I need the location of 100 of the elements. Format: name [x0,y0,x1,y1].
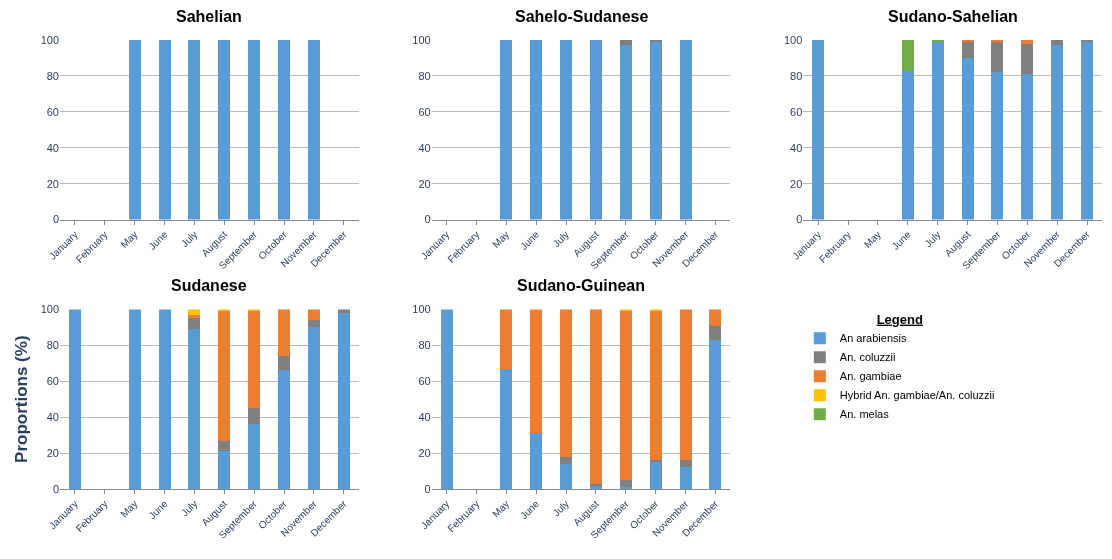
y-tick-label: 60 [418,105,431,118]
bar [709,339,722,489]
y-axis-title: Proportions (%) [12,335,32,463]
y-tick-label: 0 [52,213,59,226]
bar [188,318,201,330]
bar [128,309,141,489]
y-tick-label: 100 [412,33,431,46]
y-tick-label: 60 [418,375,431,388]
y-tick-label: 40 [46,141,59,154]
bar [1051,40,1064,46]
chart-title: Sudano-Guinean [517,277,645,294]
bar [560,456,573,464]
bar [709,325,722,340]
bar [649,460,662,463]
bar [649,311,662,461]
bar [1021,40,1034,44]
y-tick-label: 20 [46,446,59,459]
chart-title: Sudano-Sahelian [888,8,1018,25]
y-tick-label: 80 [418,69,431,82]
y-tick-label: 20 [418,446,431,459]
bar [530,309,543,434]
bar [1081,41,1094,220]
bar [589,309,602,484]
y-tick-label: 0 [424,482,431,495]
bar [307,309,320,321]
bar [278,309,290,357]
bar [68,309,81,489]
y-tick-label: 100 [40,303,59,316]
bar [307,320,320,328]
x-tick-label: June [518,497,542,522]
bar [218,311,231,441]
x-tick-label: May [490,228,512,250]
bar [560,463,573,489]
bar [679,309,692,461]
bar [931,41,944,220]
bar [901,40,914,71]
x-tick-label: July [550,228,572,250]
bar [812,40,825,220]
x-tick-label: July [922,228,943,250]
bar [307,327,320,489]
bar [218,451,231,489]
y-tick-label: 40 [790,141,803,154]
x-tick-label: July [179,228,200,250]
bar [337,312,350,489]
bar [500,309,513,369]
bar [961,41,974,58]
y-tick-label: 100 [783,33,803,46]
y-tick-label: 40 [46,411,59,424]
bar [248,408,261,425]
y-tick-label: 100 [40,33,59,46]
bar [961,57,974,220]
y-tick-label: 0 [52,482,59,495]
bar [188,309,201,315]
x-tick-label: May [490,498,512,520]
bar [188,329,201,489]
y-tick-label: 40 [418,411,431,424]
bar [619,480,632,488]
x-tick-label: May [861,228,883,250]
bar [991,72,1004,220]
y-tick-label: 100 [412,303,431,316]
bar [248,311,261,409]
x-tick-label: May [118,498,140,520]
y-tick-label: 60 [46,375,59,388]
y-tick-label: 60 [790,105,803,118]
y-tick-label: 20 [46,177,59,190]
y-tick-label: 80 [46,69,59,82]
y-tick-label: 80 [418,339,431,352]
chart-title: Sahelian [176,8,242,25]
y-tick-label: 0 [424,213,431,226]
bar [709,309,722,326]
chart-title: Sudanese [171,277,247,294]
chart-title: Sahelo-Sudanese [515,8,649,25]
x-tick-label: July [179,498,200,519]
bar [991,41,1004,73]
x-tick-label: May [118,228,140,250]
bar [619,311,632,481]
legend-title: Legend [876,311,923,327]
bar [278,356,290,371]
legend-label: An. coluzzii [839,351,896,364]
legend-label: An. gambiae [839,370,902,383]
x-tick-label: July [550,498,572,519]
y-tick-label: 80 [46,339,59,352]
bar [1021,43,1034,75]
bar [560,309,573,457]
y-tick-label: 60 [46,105,59,118]
y-tick-label: 0 [796,213,803,226]
bar [1051,45,1064,220]
legend-label: An. melas [839,408,890,421]
bar [500,368,513,489]
bar [218,440,231,452]
y-tick-label: 20 [418,177,431,190]
bar [440,309,453,489]
x-tick-label: June [146,497,170,522]
y-tick-label: 40 [418,141,431,154]
bar [679,460,692,468]
bar [248,424,261,489]
bar [278,370,290,489]
bar [649,462,662,489]
y-tick-label: 20 [790,177,803,190]
legend-label: Hybrid An. gambiae/An. coluzzii [839,389,995,402]
